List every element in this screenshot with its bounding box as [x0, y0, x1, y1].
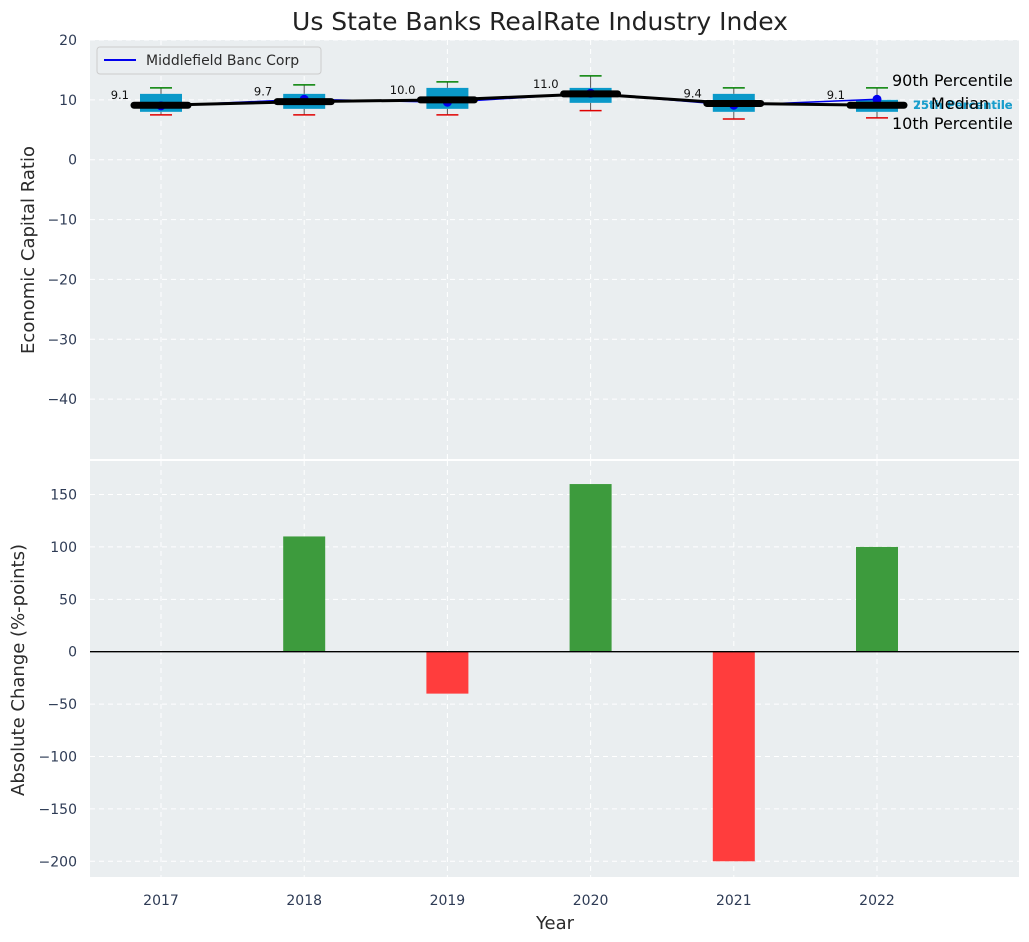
x-tick-label: 2022	[859, 893, 895, 909]
legend-box	[96, 46, 322, 75]
company-point	[872, 94, 882, 104]
p90-annotation: 90th Percentile	[892, 71, 1013, 90]
p10-annotation: 10th Percentile	[892, 114, 1013, 133]
bottom-y-tick-label: −100	[39, 749, 77, 765]
x-tick-label: 2019	[430, 893, 466, 909]
bottom-plot-area	[90, 461, 1019, 877]
median-value-label: 10.0	[390, 83, 416, 97]
bottom-y-tick-label: 50	[59, 592, 77, 608]
top-y-tick-label: −10	[47, 213, 77, 229]
top-y-tick-label: −40	[47, 392, 77, 408]
change-bar	[569, 484, 612, 652]
bottom-y-tick-labels: 150 100 50 0 −50 −100 −150 −200	[39, 488, 77, 871]
top-y-tick-label: 10	[59, 93, 77, 109]
bottom-y-axis-label: Absolute Change (%-points)	[8, 544, 29, 796]
legend-label: Middlefield Banc Corp	[146, 53, 299, 69]
top-y-tick-label: −30	[47, 332, 77, 348]
median-annotation: Median	[931, 94, 989, 113]
legend: Middlefield Banc Corp	[96, 46, 322, 75]
bottom-y-tick-label: 0	[68, 645, 77, 661]
top-y-tick-label: 0	[68, 153, 77, 169]
top-panel-marks: 9.1 9.7 10.0 11.0 9.4 9.1 90th Percentile 75th …	[111, 71, 1013, 133]
x-tick-label: 2021	[716, 893, 752, 909]
chart-title: Us State Banks RealRate Industry Index	[292, 7, 788, 36]
p75-annotation: 75th Percentile	[913, 98, 1013, 112]
bottom-y-tick-label: 150	[50, 488, 77, 504]
top-y-axis-label: Economic Capital Ratio	[18, 146, 39, 354]
bottom-y-tick-label: 100	[50, 540, 77, 556]
change-bar	[426, 651, 469, 694]
x-tick-label: 2020	[573, 893, 609, 909]
bottom-panel-marks	[90, 484, 1019, 862]
bottom-y-tick-label: −200	[39, 854, 77, 870]
change-bar	[856, 546, 898, 652]
x-tick-labels: 2017 2018 2019 2020 2021 2022	[143, 893, 895, 909]
bottom-y-tick-label: −150	[39, 802, 77, 818]
median-value-label: 9.1	[827, 88, 845, 102]
change-bar	[712, 651, 755, 862]
median-value-label: 9.1	[111, 88, 129, 102]
top-y-tick-label: 20	[59, 33, 77, 49]
bottom-y-tick-label: −50	[47, 697, 77, 713]
x-axis-label: Year	[535, 913, 575, 934]
x-tick-label: 2018	[286, 893, 322, 909]
x-tick-label: 2017	[143, 893, 179, 909]
change-bar	[283, 536, 326, 652]
median-value-label: 11.0	[533, 77, 559, 91]
p25-annotation: 25th Percentile	[913, 98, 1013, 112]
top-y-tick-labels: 20 10 0 −10 −20 −30 −40	[47, 33, 77, 408]
median-value-label: 9.4	[684, 86, 702, 100]
top-y-tick-label: −20	[47, 272, 77, 288]
median-value-label: 9.7	[254, 85, 272, 99]
